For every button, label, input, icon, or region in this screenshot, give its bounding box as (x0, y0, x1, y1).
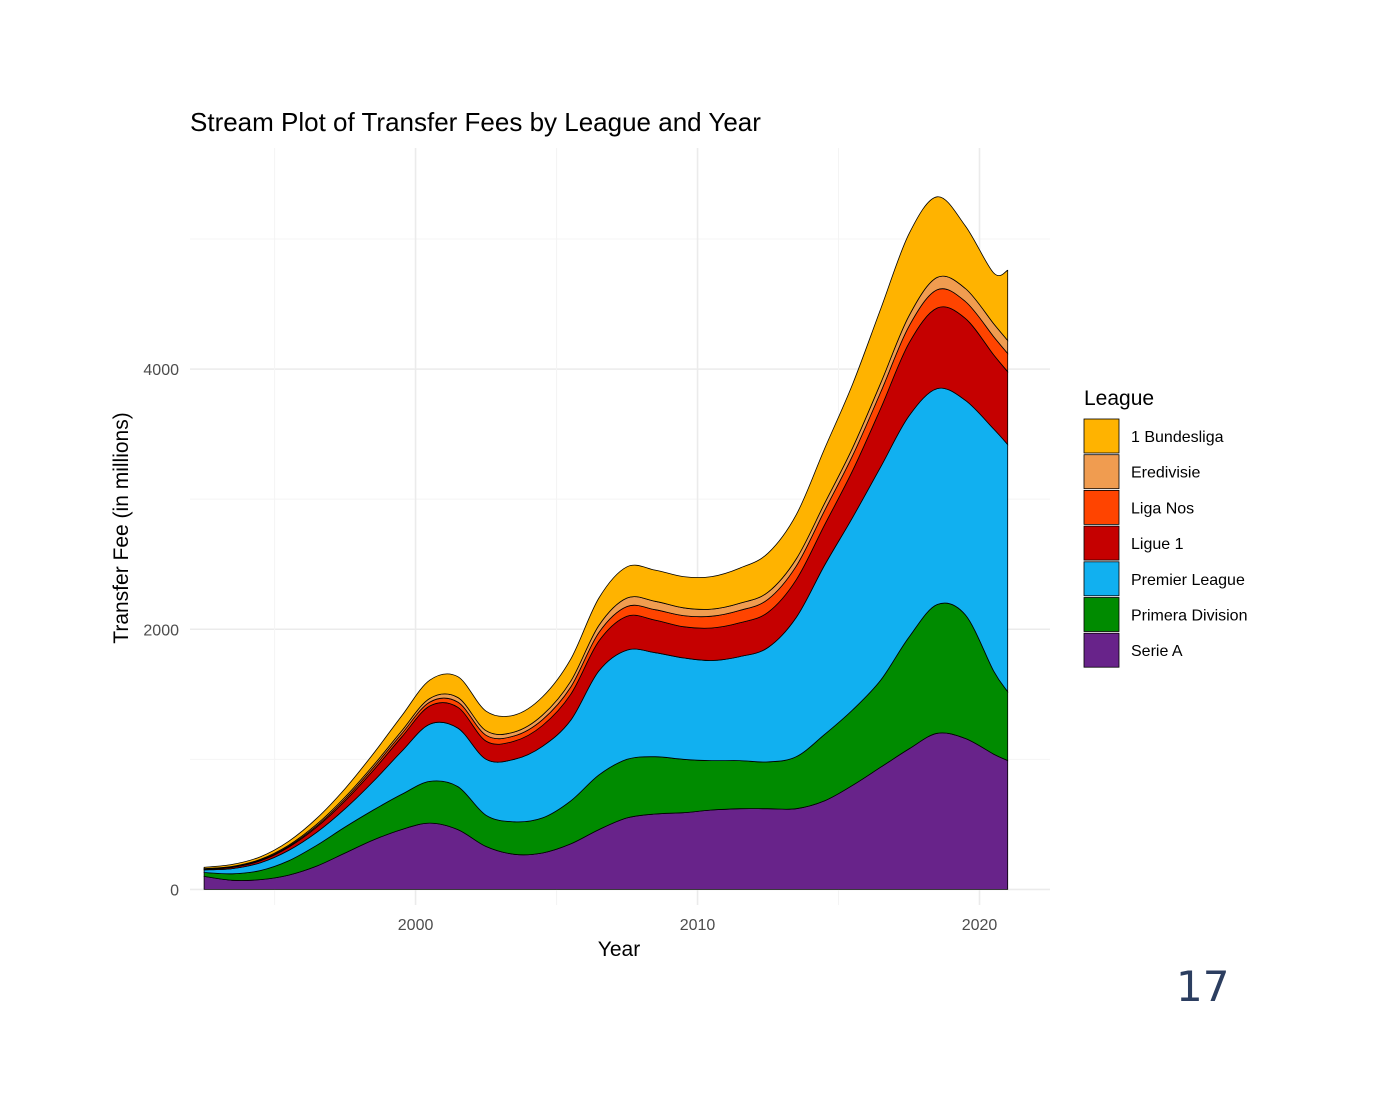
legend-key-serie-a (1083, 632, 1120, 668)
legend-key-premier-league (1083, 561, 1120, 597)
page-number: 17 (1176, 962, 1230, 1011)
legend: 1 Bundesliga Eredivisie Liga Nos Ligue 1 Pre… (1083, 418, 1247, 668)
legend-label-premier-league: Premier League (1131, 572, 1245, 589)
stream-layers (203, 196, 1009, 890)
x-axis-title: Year (598, 938, 640, 961)
y-tick-label: 4000 (143, 362, 179, 379)
y-tick-label: 0 (170, 882, 179, 899)
legend-label-primera-division: Primera Division (1131, 608, 1247, 625)
legend-title: League (1084, 387, 1154, 410)
chart-title: Stream Plot of Transfer Fees by League a… (190, 107, 761, 137)
x-tick-label: 2010 (680, 917, 716, 934)
legend-label-eredivisie: Eredivisie (1131, 465, 1200, 482)
x-tick-label: 2020 (962, 917, 998, 934)
legend-key-ligue-1 (1083, 525, 1120, 561)
legend-label-liga-nos: Liga Nos (1131, 500, 1194, 517)
legend-key-primera-division (1083, 597, 1120, 632)
legend-key-1-bundesliga (1083, 418, 1120, 454)
legend-label-serie-a: Serie A (1131, 643, 1183, 660)
legend-key-liga-nos (1083, 489, 1120, 525)
stream-layer-1-bundesliga (203, 196, 1009, 870)
legend-label-1-bundesliga: 1 Bundesliga (1131, 429, 1224, 446)
x-tick-label: 2000 (398, 917, 434, 934)
legend-label-ligue-1: Ligue 1 (1131, 536, 1184, 553)
axis-ticks: 0 2000 4000 2000 2010 2020 (143, 362, 997, 934)
y-axis-title: Transfer Fee (in millions) (110, 412, 133, 643)
y-tick-label: 2000 (143, 622, 179, 639)
legend-key-eredivisie (1083, 454, 1120, 490)
